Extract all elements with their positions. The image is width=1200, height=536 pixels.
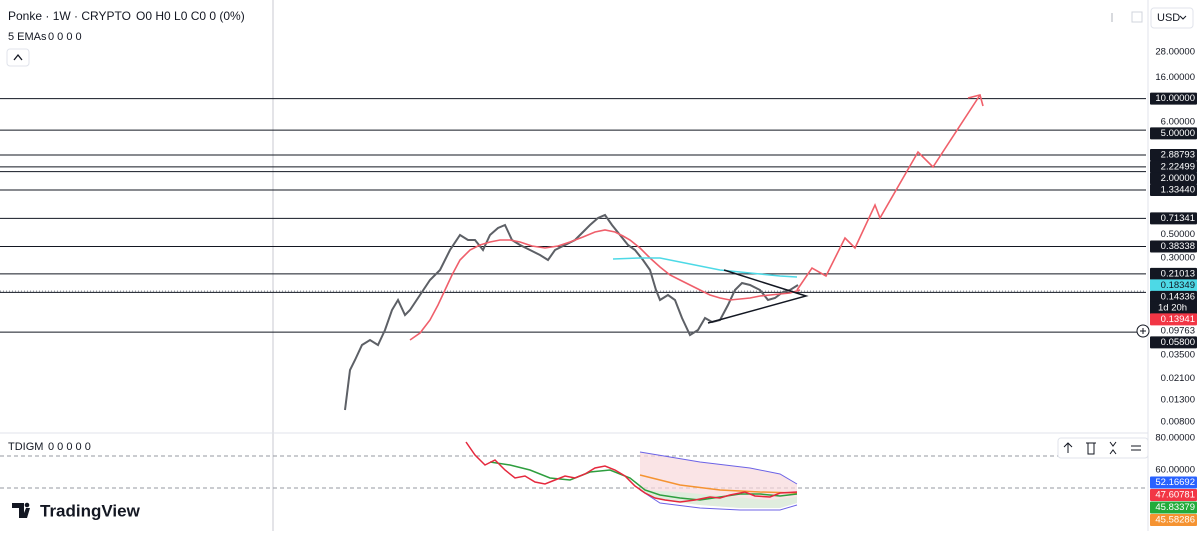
price-label: 0.03500: [1161, 350, 1195, 361]
indicator-label: 80.00000: [1155, 433, 1195, 444]
price-path: [344, 213, 799, 411]
band-upper: [639, 451, 798, 485]
price-label: 16.00000: [1155, 72, 1195, 83]
indicator-label-badge: [1150, 501, 1197, 514]
ema-line: [409, 229, 801, 341]
indicator-label: 45.83379: [1155, 502, 1195, 513]
price-label-badge: [1150, 184, 1197, 197]
more-button[interactable]: [1131, 445, 1141, 451]
ohlc-values: O0 H0 L0 C0 0 (0%): [136, 9, 245, 23]
logo-text: TradingView: [40, 501, 141, 520]
indicator-name: TDIGM: [8, 441, 43, 453]
price-label: 2.00000: [1161, 173, 1195, 184]
indicator-label-badge: [1150, 476, 1197, 489]
price-label-badge: [1150, 313, 1197, 326]
indicator-label: 60.00000: [1155, 465, 1195, 476]
price-label: 0.02100: [1161, 373, 1195, 384]
price-label: 2.88793: [1161, 150, 1195, 161]
price-label-badge: [1150, 279, 1197, 292]
price-label: 0.21013: [1161, 268, 1195, 279]
price-label: 0.14336: [1161, 291, 1195, 302]
indicator-label: 47.60781: [1155, 490, 1195, 501]
price-label: 0.00800: [1161, 417, 1195, 428]
symbol-title: Ponke · 1W · CRYPTO: [8, 9, 131, 23]
delete-button[interactable]: [1086, 442, 1096, 455]
countdown-badge: [1150, 301, 1197, 314]
arrow-head: [967, 94, 984, 107]
triangle-pattern: [707, 269, 809, 324]
price-label: 0.09763: [1161, 325, 1195, 336]
price-label: 5.00000: [1161, 128, 1195, 139]
indicator-label: 52.16692: [1155, 477, 1195, 488]
collapse-button[interactable]: [6, 48, 30, 67]
study-name: 5 EMAs: [8, 31, 47, 43]
price-label: 0.50000: [1161, 229, 1195, 240]
price-label-badge: [1150, 172, 1197, 185]
price-label: 0.71341: [1161, 213, 1195, 224]
study-values: 0 0 0 0: [48, 31, 82, 43]
currency-select[interactable]: USD: [1150, 7, 1194, 29]
price-label-badge: [1150, 336, 1197, 349]
currency-label: USD: [1157, 12, 1180, 24]
price-label-badge: [1150, 212, 1197, 225]
projection-arrow: [796, 94, 981, 291]
price-label-badge: [1150, 92, 1197, 105]
indicator-label-badge: [1150, 514, 1197, 527]
price-label: 28.00000: [1155, 47, 1195, 58]
indicator-values: 0 0 0 0 0: [48, 441, 91, 453]
price-label-badge: [1150, 290, 1197, 303]
ema-line-cyan: [612, 257, 798, 278]
price-label: 10.00000: [1155, 93, 1195, 104]
price-label-badge: [1150, 148, 1197, 161]
indicator-label: 45.58286: [1155, 515, 1195, 526]
signal-orange: [639, 474, 798, 494]
rsi-red: [465, 441, 798, 503]
price-label: 1.33440: [1161, 185, 1195, 196]
pane-toolbar: [1057, 437, 1149, 459]
price-label: 0.13941: [1161, 314, 1195, 325]
price-label: 0.01300: [1161, 395, 1195, 406]
move-up-button[interactable]: [1063, 442, 1073, 453]
price-label: 0.38338: [1161, 241, 1195, 252]
price-label-badge: [1150, 267, 1197, 280]
countdown: 1d 20h: [1158, 302, 1187, 313]
price-label: 2.22499: [1161, 161, 1195, 172]
signal-green: [489, 461, 798, 501]
price-label: 0.18349: [1161, 280, 1195, 291]
price-label-badge: [1150, 160, 1197, 173]
price-label: 0.05800: [1161, 337, 1195, 348]
add-alert-icon: [1140, 328, 1146, 334]
fullscreen-icon[interactable]: [1131, 11, 1143, 23]
indicator-label-badge: [1150, 489, 1197, 502]
price-label-badge: [1150, 240, 1197, 253]
maximize-button[interactable]: [1109, 441, 1117, 455]
band-lower: [639, 489, 798, 511]
band-fill-lower: [640, 490, 797, 508]
price-label: 6.00000: [1161, 116, 1195, 127]
logo: TradingView: [12, 501, 141, 520]
price-label-badge: [1150, 127, 1197, 140]
price-label: 0.30000: [1161, 253, 1195, 264]
